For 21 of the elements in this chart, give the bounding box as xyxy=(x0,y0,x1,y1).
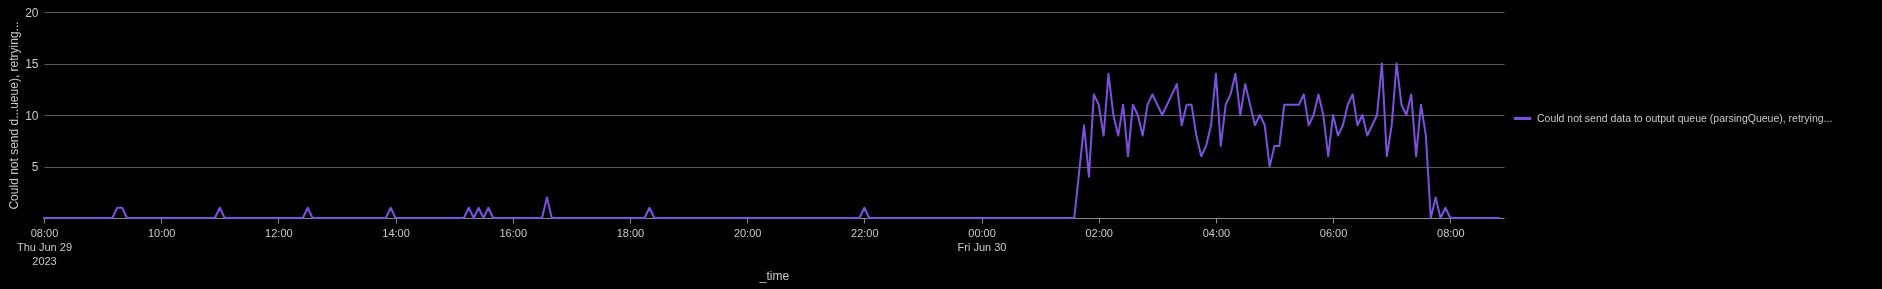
y-tick-label: 5 xyxy=(31,160,39,174)
x-tick-label: 12:00 xyxy=(265,226,293,239)
y-axis-title: Could not send d...ueue), retrying... xyxy=(7,21,22,210)
line-series xyxy=(43,62,1501,219)
x-tick-label: 22:00 xyxy=(851,226,879,239)
x-tick-label: 10:00 xyxy=(147,226,176,239)
y-tick-label: 15 xyxy=(25,57,39,71)
x-tick-label: 14:00 xyxy=(382,226,410,239)
x-tick-label: 08:00 xyxy=(1437,226,1465,239)
x-tick-label: 02:00 xyxy=(1085,226,1113,239)
x-tick-label: 18:00 xyxy=(616,226,645,239)
x-tick-label: 20:00 xyxy=(733,226,762,239)
y-tick-label: 10 xyxy=(25,108,39,123)
x-tick-label: 00:00 Fri Jun 30 xyxy=(957,226,1007,253)
legend-label: Could not send data to output queue (parsingQueue), retrying... xyxy=(1537,111,1833,124)
x-axis-title: _time xyxy=(758,268,790,283)
x-tick-label: 04:00 xyxy=(1202,226,1231,239)
x-tick-label: 06:00 xyxy=(1319,226,1348,239)
x-tick-label: 16:00 xyxy=(499,226,528,239)
y-tick-label: 20 xyxy=(25,5,39,20)
x-tick-label: 08:00 Thu Jun 29 2023 xyxy=(16,226,73,267)
